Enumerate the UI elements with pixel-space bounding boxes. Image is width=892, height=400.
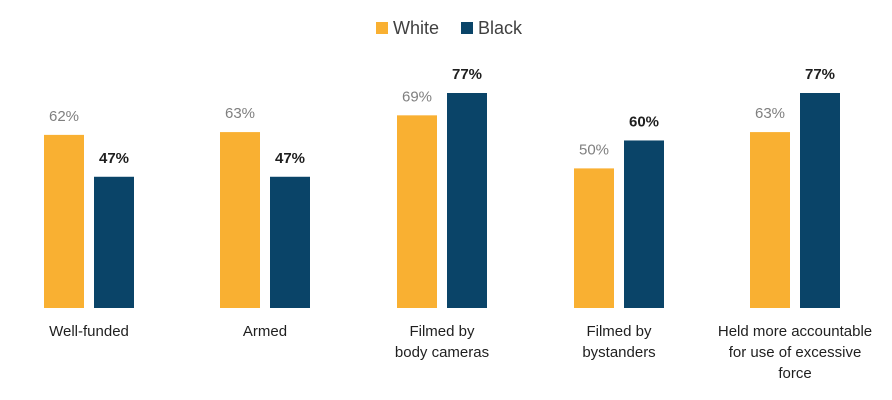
bar-white-well-funded — [44, 134, 84, 308]
value-label-white-armed: 63% — [225, 105, 255, 122]
bar-white-held-more-accountable-for-use-of-excessive-force — [750, 132, 790, 308]
value-label-black-filmed-by-bystanders: 60% — [629, 113, 659, 130]
bar-white-filmed-by-bystanders — [574, 168, 614, 308]
category-label-held-more-accountable-for-use-of-excessive-force: Held more accountable for use of excessiv… — [718, 323, 872, 382]
bar-white-armed — [220, 132, 260, 308]
category-label-filmed-by-body-cameras: Filmed by body cameras — [395, 323, 489, 361]
bar-white-filmed-by-body-cameras — [397, 115, 437, 308]
bar-black-held-more-accountable-for-use-of-excessive-force — [800, 93, 840, 308]
legend-label-black: Black — [478, 18, 523, 38]
legend: White Black — [376, 18, 523, 38]
value-label-black-filmed-by-body-cameras: 77% — [452, 66, 482, 83]
legend-swatch-white — [376, 22, 388, 34]
legend-swatch-black — [461, 22, 473, 34]
value-label-black-well-funded: 47% — [99, 150, 129, 167]
value-labels: 62% 47% 63% 47% 69% 77% 50% 60% 63% 77% — [49, 66, 835, 167]
value-label-white-filmed-by-bystanders: 50% — [579, 141, 609, 158]
bar-black-well-funded — [94, 176, 134, 308]
bar-black-armed — [270, 176, 310, 308]
category-label-filmed-by-bystanders: Filmed by bystanders — [582, 323, 655, 361]
value-label-white-held-more-accountable-for-use-of-excessive-force: 63% — [755, 105, 785, 122]
bar-black-filmed-by-bystanders — [624, 140, 664, 308]
value-label-black-held-more-accountable-for-use-of-excessive-force: 77% — [805, 66, 835, 83]
value-label-white-filmed-by-body-cameras: 69% — [402, 88, 432, 105]
value-label-white-well-funded: 62% — [49, 108, 79, 125]
category-label-well-funded: Well-funded — [49, 323, 129, 340]
bar-black-filmed-by-body-cameras — [447, 93, 487, 308]
category-labels: Well-funded Armed Filmed by body cameras Fil… — [49, 323, 872, 382]
category-label-armed: Armed — [243, 323, 287, 340]
value-label-black-armed: 47% — [275, 150, 305, 167]
legend-label-white: White — [393, 18, 439, 38]
bars — [44, 93, 840, 308]
